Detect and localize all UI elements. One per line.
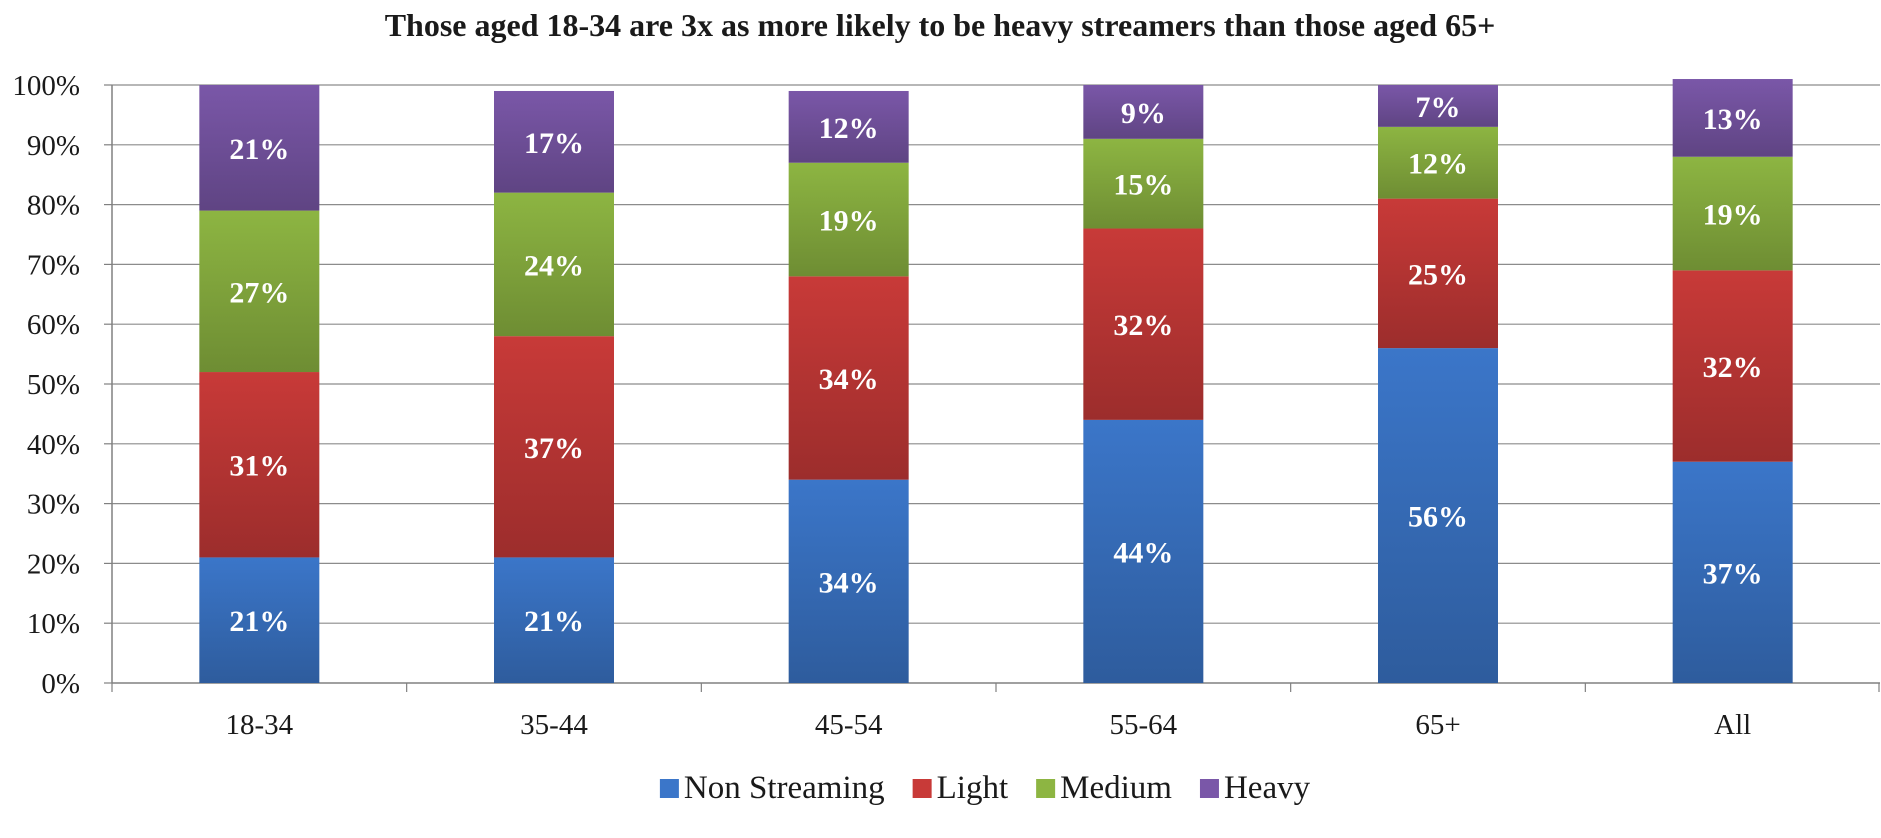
bar-medium-4554 xyxy=(788,162,909,277)
data-label: 21% xyxy=(524,605,584,638)
legend-swatch xyxy=(1036,779,1056,798)
y-tick-label: 50% xyxy=(27,369,80,401)
bar-medium-3544 xyxy=(494,192,614,337)
bar-heavy-4554 xyxy=(788,90,909,163)
legend-item-medium: Medium xyxy=(1036,770,1172,806)
data-label: 25% xyxy=(1408,258,1468,291)
bar-heavy-3544 xyxy=(494,90,614,193)
bar-light-1834 xyxy=(199,372,320,558)
legend-label: Heavy xyxy=(1224,770,1311,806)
data-label: 32% xyxy=(1113,309,1173,342)
data-label: 15% xyxy=(1113,169,1173,202)
legend-swatch xyxy=(1199,779,1219,798)
bar-light-65 xyxy=(1378,198,1498,349)
x-tick-label: 18-34 xyxy=(225,709,293,741)
bar-light-5564 xyxy=(1083,228,1204,420)
bar-heavy-5564 xyxy=(1083,85,1204,139)
legend: Non Streaming Light Medium Heavy xyxy=(659,770,1311,806)
data-label: 19% xyxy=(1703,199,1763,232)
bar-medium-1834 xyxy=(199,210,320,373)
y-tick-label: 90% xyxy=(27,130,80,162)
data-label: 34% xyxy=(819,363,879,396)
bars xyxy=(199,79,1793,683)
bar-non-streaming-all xyxy=(1672,461,1793,683)
bar-light-4554 xyxy=(788,276,909,480)
data-label: 19% xyxy=(819,205,879,238)
bar-medium-5564 xyxy=(1083,138,1204,229)
x-tick-label: All xyxy=(1714,709,1751,741)
legend-item-light: Light xyxy=(912,770,1009,806)
data-label: 13% xyxy=(1703,103,1763,136)
x-tick-label: 55-64 xyxy=(1109,709,1177,741)
axes: 0% 10% 20% 30% 40% 50% 60% 70% 80% 90% 100% 18-34 35… xyxy=(12,70,1880,741)
x-tick-label: 35-44 xyxy=(520,709,588,741)
bar-non-streaming-1834 xyxy=(199,557,320,683)
bar-non-streaming-5564 xyxy=(1083,419,1204,683)
y-tick-label: 0% xyxy=(41,668,80,700)
data-label: 37% xyxy=(1703,557,1763,590)
bar-non-streaming-65 xyxy=(1378,348,1498,683)
bar-light-all xyxy=(1672,270,1793,462)
data-label: 12% xyxy=(819,112,879,145)
y-tick-label: 20% xyxy=(27,548,80,580)
bar-non-streaming-3544 xyxy=(494,557,614,683)
data-label: 7% xyxy=(1416,91,1461,124)
bar-light-3544 xyxy=(494,336,614,558)
y-tick-label: 40% xyxy=(27,429,80,461)
data-label: 44% xyxy=(1113,536,1173,569)
y-tick-label: 70% xyxy=(27,249,80,281)
bar-non-streaming-4554 xyxy=(788,479,909,683)
y-tick-label: 10% xyxy=(27,608,80,640)
data-label: 21% xyxy=(229,605,289,638)
data-label: 27% xyxy=(229,276,289,309)
gridlines xyxy=(112,84,1880,624)
data-labels: 21% 31% 27% 21% 21% 37% 24% 17% 34% 34% 19% 12% 44% 3… xyxy=(229,91,1762,638)
data-label: 21% xyxy=(229,133,289,166)
data-label: 12% xyxy=(1408,148,1468,181)
data-label: 32% xyxy=(1703,351,1763,384)
chart-title: Those aged 18-34 are 3x as more likely t… xyxy=(385,7,1496,43)
bar-heavy-1834 xyxy=(199,85,320,211)
bar-medium-65 xyxy=(1378,126,1498,199)
y-tick-label: 30% xyxy=(27,489,80,521)
bar-heavy-65 xyxy=(1378,85,1498,127)
bar-medium-all xyxy=(1672,156,1793,271)
y-tick-label: 80% xyxy=(27,190,80,222)
data-label: 24% xyxy=(524,249,584,282)
legend-label: Non Streaming xyxy=(684,770,885,806)
legend-item-heavy: Heavy xyxy=(1199,770,1311,806)
x-tick-label: 65+ xyxy=(1415,709,1460,741)
legend-swatch xyxy=(912,779,932,798)
bar-heavy-all xyxy=(1672,79,1793,157)
data-label: 56% xyxy=(1408,501,1468,534)
data-label: 31% xyxy=(229,450,289,483)
data-label: 9% xyxy=(1121,97,1166,130)
data-label: 37% xyxy=(524,432,584,465)
legend-item-non-streaming: Non Streaming xyxy=(659,770,885,806)
y-tick-label: 60% xyxy=(27,309,80,341)
legend-label: Medium xyxy=(1060,770,1172,806)
y-tick-label: 100% xyxy=(12,70,80,102)
legend-label: Light xyxy=(937,770,1009,806)
data-label: 17% xyxy=(524,127,584,160)
x-tick-label: 45-54 xyxy=(815,709,883,741)
legend-swatch xyxy=(659,779,679,798)
data-label: 34% xyxy=(819,566,879,599)
